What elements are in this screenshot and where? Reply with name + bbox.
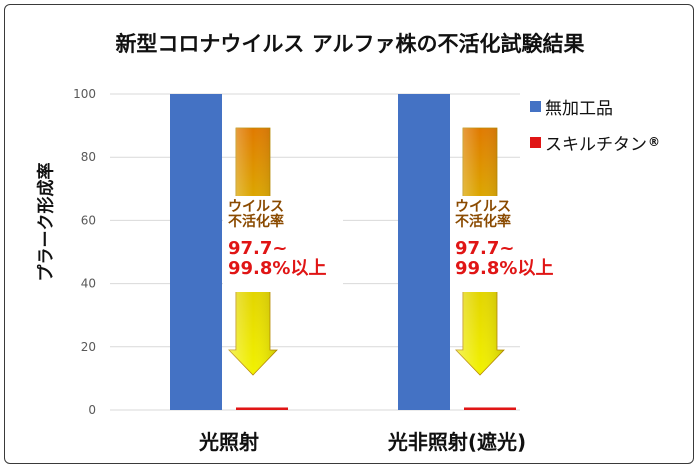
chart-frame [4, 4, 694, 464]
bar-skiltitan-2 [464, 407, 516, 410]
legend-item-blank: 無加工品 [530, 95, 660, 119]
bar-blank-2 [398, 94, 450, 410]
annotation-value-2a: 97.7~ [455, 237, 515, 259]
y-tick-label-60: 60 [81, 213, 96, 227]
annotation-value-1b: 99.8%以上 [228, 258, 327, 280]
legend-label-skiltitan: スキルチタン [545, 134, 647, 155]
annotation-value-1a: 97.7~ [228, 237, 288, 259]
annotation-group-2: ウイルス 不活化率 97.7~ 99.8%以上 [455, 199, 554, 280]
legend-label-blank: 無加工品 [545, 98, 613, 119]
x-category-label-2: 光非照射(遮光) [387, 430, 527, 454]
annotation-label-2b: 不活化率 [455, 214, 511, 231]
y-tick-label-100: 100 [73, 87, 96, 101]
legend: 無加工品 スキルチタン ® [530, 95, 660, 167]
annotation-label-1a: ウイルス [228, 199, 284, 215]
y-tick-label-40: 40 [81, 277, 96, 291]
legend-swatch-blank [530, 100, 541, 112]
annotation-label-2a: ウイルス [455, 199, 511, 215]
bar-blank-1 [170, 94, 222, 410]
annotation-value-2b: 99.8%以上 [455, 258, 554, 280]
y-tick-label-80: 80 [81, 150, 96, 164]
trademark-mark: ® [648, 135, 660, 149]
legend-item-skiltitan: スキルチタン ® [530, 131, 660, 155]
bar-skiltitan-1 [236, 407, 288, 410]
y-tick-label-0: 0 [88, 403, 96, 417]
y-tick-label-20: 20 [81, 340, 96, 354]
annotation-label-1b: 不活化率 [228, 214, 284, 231]
chart-title: 新型コロナウイルス アルファ株の不活化試験結果 [115, 32, 585, 56]
annotation-backdrop-2 [450, 196, 570, 292]
x-category-label-1: 光照射 [199, 430, 259, 454]
annotation-group-1: ウイルス 不活化率 97.7~ 99.8%以上 [228, 199, 327, 280]
annotation-backdrop-1 [223, 196, 343, 292]
legend-swatch-skiltitan [530, 136, 541, 148]
